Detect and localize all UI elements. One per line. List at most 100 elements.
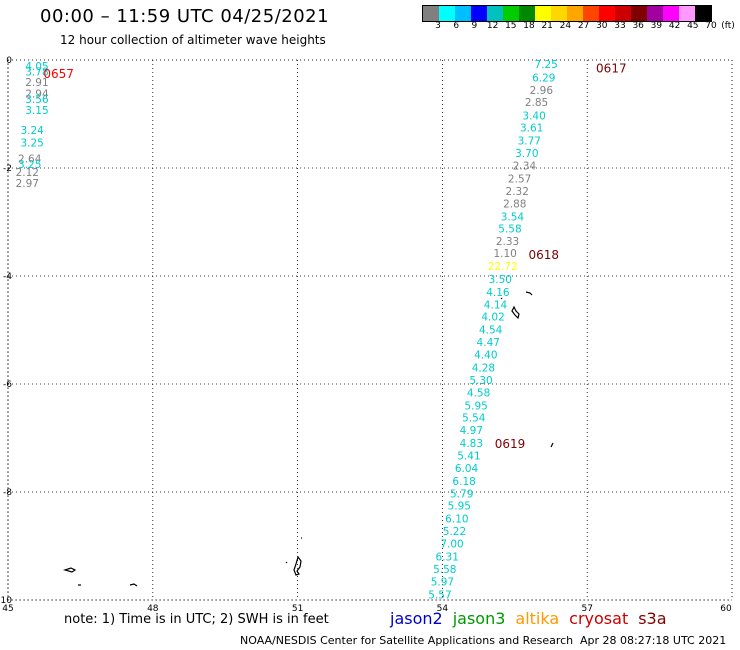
swh-value-label: 1.10 [493, 248, 516, 260]
x-tick-label: 57 [581, 604, 592, 614]
island-dot [285, 561, 288, 564]
swh-value-label: 5.41 [457, 451, 480, 463]
satellite-legend: jason2 jason3 altika cryosat s3a [390, 609, 677, 628]
colorbar-swatch [647, 6, 663, 21]
swh-value-label: 6.04 [455, 463, 479, 475]
swh-value-label: 6.10 [445, 514, 468, 526]
swh-value-label: 3.15 [25, 105, 48, 117]
y-tick-label: -2 [3, 164, 12, 174]
pass-time-label: 0618 [528, 248, 559, 262]
pass-time-label: 0619 [495, 437, 526, 451]
swh-value-label: 22.72 [488, 261, 518, 273]
colorbar-tick: 9 [471, 21, 478, 31]
swh-value-label: 2.94 [25, 89, 49, 101]
x-tick-label: 54 [437, 604, 449, 614]
colorbar-ticks: 3 6 9 12 15 18 21 24 27 30 33 36 39 42 45 70 (ft) [422, 21, 740, 33]
page-title: 00:00 – 11:59 UTC 04/25/2021 [40, 6, 330, 27]
swh-value-label: 2.97 [16, 178, 39, 190]
colorbar-tick: 24 [559, 21, 572, 31]
colorbar-tick: 36 [632, 21, 644, 31]
x-tick-label: 48 [147, 604, 159, 614]
swh-value-label: 3.78 [25, 67, 48, 79]
y-tick-label: -6 [3, 380, 12, 390]
colorbar-swatch [583, 6, 599, 21]
colorbar-tick: 30 [596, 21, 608, 31]
grid-lines [7, 59, 733, 601]
colorbar-swatch [615, 6, 631, 21]
colorbar-swatch [423, 6, 439, 21]
colorbar-tick: 18 [523, 21, 535, 31]
swh-value-label: 5.22 [443, 526, 466, 538]
y-tick-label: -8 [3, 488, 12, 498]
swh-value-label: 5.95 [464, 400, 487, 412]
swh-value-label: 2.85 [525, 97, 548, 109]
legend-jason3: jason3 [452, 609, 506, 628]
swh-value-label: 4.97 [460, 425, 483, 437]
swh-value-label: 7.25 [534, 59, 557, 71]
colorbar-tick: 33 [614, 21, 626, 31]
swh-value-label: 2.33 [496, 236, 519, 248]
swh-value-label: 4.40 [474, 350, 497, 362]
island-dot [129, 583, 138, 587]
swh-value-label: 3.61 [520, 123, 543, 135]
colorbar-unit: (ft) [721, 21, 735, 31]
colorbar-tick: 27 [577, 21, 590, 31]
swh-value-label: 4.58 [467, 387, 490, 399]
colorbar-swatch [663, 6, 679, 21]
legend-altika: altika [515, 609, 560, 628]
colorbar-swatch [599, 6, 615, 21]
swh-value-label: 3.40 [522, 110, 545, 122]
swh-value-label: 6.29 [532, 73, 555, 85]
swh-value-label: 2.64 [18, 154, 42, 166]
swh-value-label: 5.58 [498, 224, 521, 236]
swh-value-label: 3.25 [20, 137, 43, 149]
pass-time-label: 0657 [43, 67, 74, 81]
island-dot [293, 555, 302, 576]
swh-value-label: 4.47 [477, 337, 500, 349]
swh-value-label: 2.57 [508, 173, 531, 185]
swh-value-label: 4.28 [472, 362, 495, 374]
axis-labels: 45 48 51 54 57 60 0 -2 -4 -6 -8 -10 [0, 56, 732, 614]
colorbar-swatch [439, 6, 455, 21]
footer-credit: NOAA/NESDIS Center for Satellite Applica… [240, 634, 574, 647]
colorbar-tick: 39 [650, 21, 663, 31]
y-tick-label: 0 [6, 56, 12, 66]
y-tick-label: -4 [3, 272, 12, 282]
pass-time-label: 0617 [596, 62, 627, 76]
colorbar-tick: 3 [435, 21, 441, 31]
swh-value-label: 5.57 [428, 589, 451, 601]
swh-value-label: 4.83 [460, 438, 483, 450]
swh-value-label: 3.56 [25, 94, 49, 106]
swh-value-label: 6.31 [436, 551, 459, 563]
island-dot [525, 291, 533, 296]
colorbar-swatch [551, 6, 567, 21]
swh-value-label: 2.32 [506, 186, 529, 198]
swh-value-label: 5.58 [433, 564, 456, 576]
colorbar [422, 5, 712, 22]
swh-value-label: 4.16 [486, 287, 510, 299]
x-tick-label: 51 [292, 604, 303, 614]
legend-s3a: s3a [638, 609, 667, 628]
colorbar-swatch [503, 6, 519, 21]
x-tick-label: 60 [720, 604, 732, 614]
colorbar-tick: 70 [705, 21, 717, 31]
x-tick-label: 45 [2, 604, 13, 614]
swh-value-label: 3.24 [20, 125, 44, 137]
swh-value-label: 2.12 [16, 167, 39, 179]
map-frame [7, 59, 733, 601]
colorbar-swatch [631, 6, 647, 21]
swh-value-label: 3.50 [489, 274, 512, 286]
swh-value-label: 5.95 [448, 501, 471, 513]
track-labels: 4.053.782.912.943.563.153.243.252.643.25… [16, 59, 558, 601]
colorbar-tick: 12 [486, 21, 499, 31]
swh-value-label: 4.14 [484, 299, 508, 311]
y-tick-label: -10 [0, 596, 12, 606]
swh-value-label: 4.05 [25, 61, 48, 73]
swh-value-label: 2.34 [513, 161, 537, 173]
footer-timestamp: Apr 28 08:27:18 UTC 2021 [580, 634, 727, 647]
colorbar-tick: 15 [505, 21, 517, 31]
page-subtitle: 12 hour collection of altimeter wave hei… [60, 33, 326, 47]
colorbar-tick: 42 [668, 21, 681, 31]
island-dot [511, 305, 520, 320]
